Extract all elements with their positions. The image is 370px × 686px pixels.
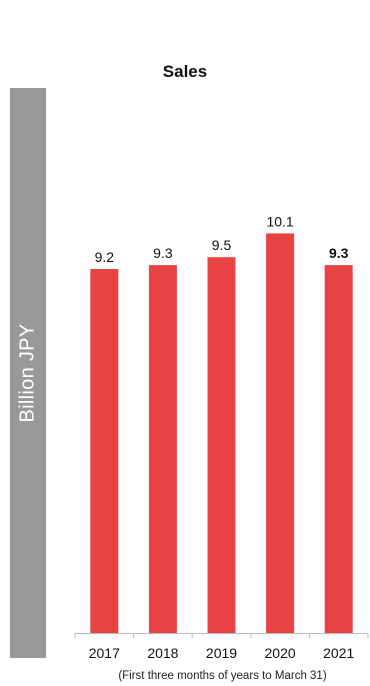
y-axis-label-band	[10, 88, 46, 658]
value-label-2018: 9.3	[153, 245, 173, 261]
bar-2019	[207, 257, 236, 633]
chart-footnote: (First three months of years to March 31…	[118, 670, 327, 682]
x-tick-label-2021: 2021	[323, 645, 354, 661]
x-tick-label-2020: 2020	[265, 645, 296, 661]
x-tick-label-2018: 2018	[147, 645, 178, 661]
x-tick-label-2019: 2019	[206, 645, 237, 661]
bar-2017	[90, 269, 119, 633]
bar-2020	[266, 233, 295, 633]
value-label-2019: 9.5	[212, 237, 232, 253]
value-label-2020: 10.1	[266, 213, 293, 229]
chart-title: Sales	[162, 62, 208, 81]
bar-2021	[324, 265, 353, 633]
value-label-2021: 9.3	[329, 245, 349, 261]
x-tick-label-2017: 2017	[89, 645, 120, 661]
value-label-2017: 9.2	[95, 249, 115, 265]
bar-2018	[148, 265, 177, 633]
